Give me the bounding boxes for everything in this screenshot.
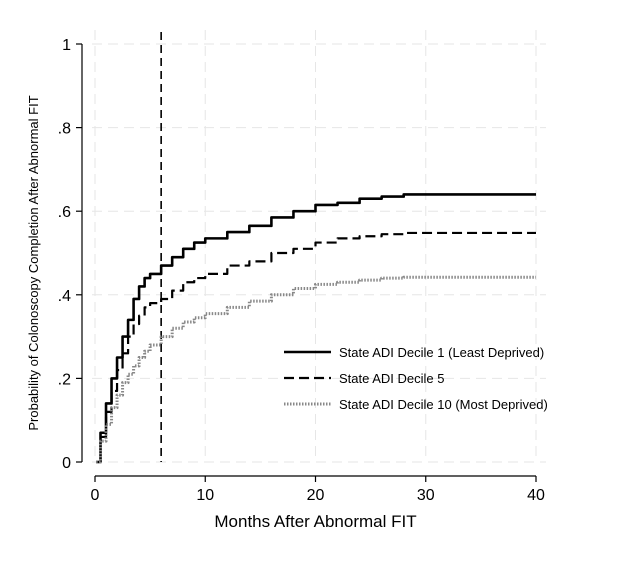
y-tick-label: 1 bbox=[62, 37, 71, 54]
y-tick-label: .6 bbox=[58, 204, 71, 221]
x-tick-label: 0 bbox=[91, 487, 100, 504]
x-tick-label: 40 bbox=[527, 487, 545, 504]
series-line-2 bbox=[96, 231, 536, 464]
series-line-1 bbox=[96, 193, 536, 464]
legend-label-1: State ADI Decile 1 (Least Deprived) bbox=[339, 345, 544, 360]
y-axis-title: Probability of Colonoscopy Completion Af… bbox=[26, 95, 41, 430]
y-tick-label: .8 bbox=[58, 121, 71, 138]
y-tick-label: 0 bbox=[62, 455, 71, 472]
legend-label-2: State ADI Decile 5 bbox=[339, 371, 445, 386]
x-axis-title: Months After Abnormal FIT bbox=[214, 512, 416, 531]
legend-label-3: State ADI Decile 10 (Most Deprived) bbox=[339, 397, 548, 412]
x-tick-label: 30 bbox=[417, 487, 435, 504]
y-tick-label: .2 bbox=[58, 371, 71, 388]
series-line-3 bbox=[96, 275, 536, 464]
x-tick-label: 10 bbox=[196, 487, 214, 504]
x-tick-label: 20 bbox=[307, 487, 325, 504]
y-tick-label: .4 bbox=[58, 288, 71, 305]
